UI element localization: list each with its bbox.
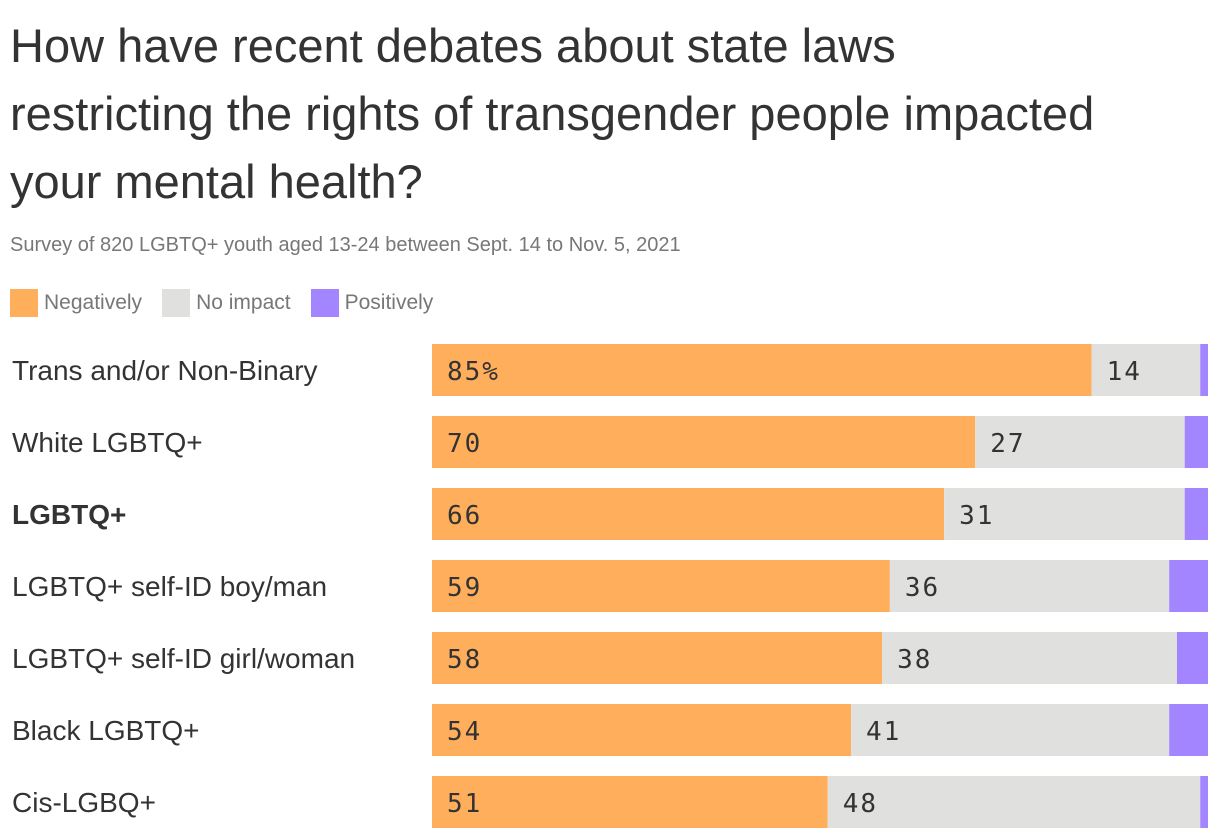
chart-title: How have recent debates about state laws… <box>10 19 1095 208</box>
legend-item-positively: Positively <box>310 289 434 317</box>
value-label-negatively-lgbtq: 66 <box>447 501 482 531</box>
value-label-no-impact-black-lgbtq: 41 <box>866 717 901 747</box>
stacked-bar-chart: Trans and/or Non-Binary 85% 14 White LGBTQ+… <box>12 344 1208 828</box>
category-label-lgbtq-self-id-girl-woman: LGBTQ+ self-ID girl/woman <box>12 643 355 674</box>
category-label-lgbtq-self-id-boy-man: LGBTQ+ self-ID boy/man <box>12 571 327 602</box>
bar-no-impact-trans-and-or-non-binary <box>1091 344 1201 396</box>
value-label-no-impact-lgbtq: 31 <box>959 501 994 531</box>
bar-no-impact-lgbtq <box>944 488 1185 540</box>
bar-negatively-black-lgbtq <box>432 704 852 756</box>
legend-swatch-no-impact <box>162 289 191 317</box>
bar-no-impact-lgbtq-self-id-boy-man <box>889 560 1170 612</box>
bar-positively-lgbtq-self-id-boy-man <box>1169 560 1208 612</box>
bar-positively-lgbtq-self-id-girl-woman <box>1176 632 1208 684</box>
bar-negatively-white-lgbtq <box>432 416 976 468</box>
bar-positively-trans-and-or-non-binary <box>1200 344 1208 396</box>
value-label-negatively-black-lgbtq: 54 <box>447 717 482 747</box>
category-label-cis-lgbq: Cis-LGBQ+ <box>12 787 156 818</box>
bar-positively-white-lgbtq <box>1184 416 1208 468</box>
bar-no-impact-black-lgbtq <box>851 704 1170 756</box>
bar-negatively-trans-and-or-non-binary <box>432 344 1092 396</box>
value-label-negatively-lgbtq-self-id-boy-man: 59 <box>447 573 482 603</box>
category-label-lgbtq: LGBTQ+ <box>12 499 126 530</box>
value-label-no-impact-cis-lgbq: 48 <box>843 789 878 819</box>
bar-negatively-lgbtq-self-id-girl-woman <box>432 632 883 684</box>
bar-positively-cis-lgbq <box>1200 776 1208 828</box>
bar-no-impact-white-lgbtq <box>975 416 1185 468</box>
legend-label-negatively: Negatively <box>44 291 143 314</box>
value-label-negatively-lgbtq-self-id-girl-woman: 58 <box>447 645 482 675</box>
bar-positively-black-lgbtq <box>1169 704 1208 756</box>
value-label-negatively-white-lgbtq: 70 <box>447 429 482 459</box>
category-label-white-lgbtq: White LGBTQ+ <box>12 427 203 458</box>
legend-label-no-impact: No impact <box>196 291 291 314</box>
bar-no-impact-lgbtq-self-id-girl-woman <box>882 632 1177 684</box>
chart-subtitle: Survey of 820 LGBTQ+ youth aged 13-24 be… <box>10 234 681 256</box>
value-label-no-impact-lgbtq-self-id-girl-woman: 38 <box>897 645 932 675</box>
value-label-negatively-trans-and-or-non-binary: 85% <box>447 357 500 387</box>
legend-item-no-impact: No impact <box>162 289 291 317</box>
legend-swatch-negatively <box>10 289 38 317</box>
value-label-no-impact-lgbtq-self-id-boy-man: 36 <box>905 573 940 603</box>
value-label-negatively-cis-lgbq: 51 <box>447 789 482 819</box>
legend: Negatively No impact Positively <box>10 289 453 317</box>
bar-negatively-cis-lgbq <box>432 776 828 828</box>
legend-swatch-positively <box>310 289 339 317</box>
category-label-trans-and-or-non-binary: Trans and/or Non-Binary <box>12 355 318 386</box>
legend-label-positively: Positively <box>344 291 434 314</box>
bar-positively-lgbtq <box>1184 488 1208 540</box>
bar-no-impact-cis-lgbq <box>827 776 1201 828</box>
bar-negatively-lgbtq-self-id-boy-man <box>432 560 890 612</box>
value-label-no-impact-trans-and-or-non-binary: 14 <box>1107 357 1142 387</box>
value-label-no-impact-white-lgbtq: 27 <box>990 429 1025 459</box>
legend-item-negatively: Negatively <box>10 289 142 317</box>
bar-negatively-lgbtq <box>432 488 945 540</box>
category-label-black-lgbtq: Black LGBTQ+ <box>12 715 200 746</box>
